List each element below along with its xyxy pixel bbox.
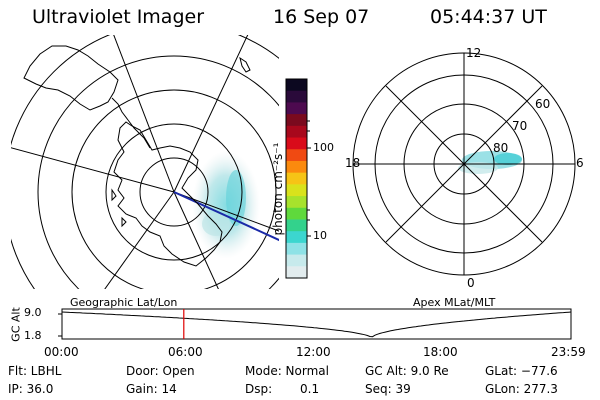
timeline-x-label-0000: 00:00 (44, 345, 79, 359)
colorbar-band (286, 137, 307, 150)
timeline-y-label-high: 9.0 (24, 306, 42, 319)
gc-alt-readout: GC Alt: 9.0 Re (365, 364, 449, 378)
mlt-label-12: 12 (466, 46, 482, 60)
colorbar-band (286, 79, 307, 92)
timeline-x-label-1200: 12:00 (296, 345, 331, 359)
colorbar-band (286, 149, 307, 162)
mlat-label-70: 70 (512, 119, 528, 133)
colorbar-tick-label-10: 10 (313, 229, 327, 242)
mlat-label-80: 80 (493, 141, 509, 155)
dsp-label: Dsp: (245, 382, 273, 396)
timeline-x-label-0600: 06:00 (168, 345, 203, 359)
mlt-label-6: 6 (576, 156, 584, 170)
door-readout: Door: Open (126, 364, 195, 378)
timeline-y-label-low: 1.8 (24, 329, 42, 342)
timeline-x-label-1800: 18:00 (423, 345, 458, 359)
aurora-emission-polar (458, 151, 522, 174)
geo-panel-label: Geographic Lat/Lon (70, 296, 178, 309)
colorbar-unit-label: photon cm⁻²s⁻¹ (271, 142, 285, 236)
south-america-coastline (23, 45, 119, 111)
colorbar (286, 79, 307, 279)
colorbar-band (286, 266, 307, 279)
satellite-meridian (173, 191, 279, 242)
mlt-label-0: 0 (467, 276, 475, 290)
antarctica-coastline (113, 121, 223, 267)
date-readout: 16 Sep 07 (273, 6, 370, 28)
lat-circle-60 (71, 89, 277, 289)
colorbar-band (286, 219, 307, 232)
colorbar-frame (285, 78, 308, 279)
colorbar-band (286, 114, 307, 127)
meridian-line (113, 35, 175, 193)
colorbar-tick-label-100: 100 (313, 141, 334, 154)
colorbar-band (286, 207, 307, 221)
timeline-x-label-2359: 23:59 (551, 345, 586, 359)
geographic-map (11, 35, 279, 289)
lat-circle-80 (139, 157, 209, 227)
colorbar-band (286, 172, 307, 185)
colorbar-band (286, 125, 307, 139)
timeline-frame (61, 308, 572, 340)
orbit-timeline (58, 308, 572, 340)
timeline-axis-title: GC Alt (9, 307, 23, 342)
lat-circle-70 (105, 123, 243, 261)
meridian-line (104, 191, 175, 289)
mlt-label-18: 18 (345, 156, 361, 170)
meridian-line (173, 191, 279, 232)
time-readout: 05:44:37 UT (430, 6, 547, 28)
colorbar-band (286, 160, 307, 174)
seq-readout: Seq: 39 (365, 382, 411, 396)
app-title: Ultraviolet Imager (32, 6, 205, 28)
island-coastline (239, 56, 251, 73)
colorbar-band (286, 102, 307, 115)
mode-readout: Mode: Normal (245, 364, 329, 378)
meridian-line (173, 35, 249, 193)
colorbar-band (286, 254, 307, 267)
lat-circle-50 (37, 55, 279, 289)
colorbar-band (286, 196, 307, 209)
filter-readout: Flt: LBHL (8, 364, 62, 378)
gain-readout: Gain: 14 (126, 382, 177, 396)
mlat-label-60: 60 (535, 97, 551, 111)
glon-readout: GLon: 277.3 (485, 382, 558, 396)
meridian-line (173, 191, 219, 289)
island-coastline (121, 216, 127, 228)
island-coastline (111, 188, 117, 202)
ip-readout: IP: 36.0 (8, 382, 54, 396)
polar-mlt-map (352, 52, 576, 276)
glat-readout: GLat: −77.6 (485, 364, 558, 378)
dsp-value: 0.1 (300, 382, 320, 396)
meridian-line (11, 147, 175, 193)
altitude-curve (61, 311, 572, 338)
antarctic-peninsula (111, 97, 151, 149)
polar-panel-label: Apex MLat/MLT (413, 296, 496, 309)
colorbar-band (286, 90, 307, 104)
colorbar-band (286, 231, 307, 244)
mlt-diagonal (385, 85, 543, 243)
colorbar-band (286, 184, 307, 197)
colorbar-band (286, 242, 307, 256)
